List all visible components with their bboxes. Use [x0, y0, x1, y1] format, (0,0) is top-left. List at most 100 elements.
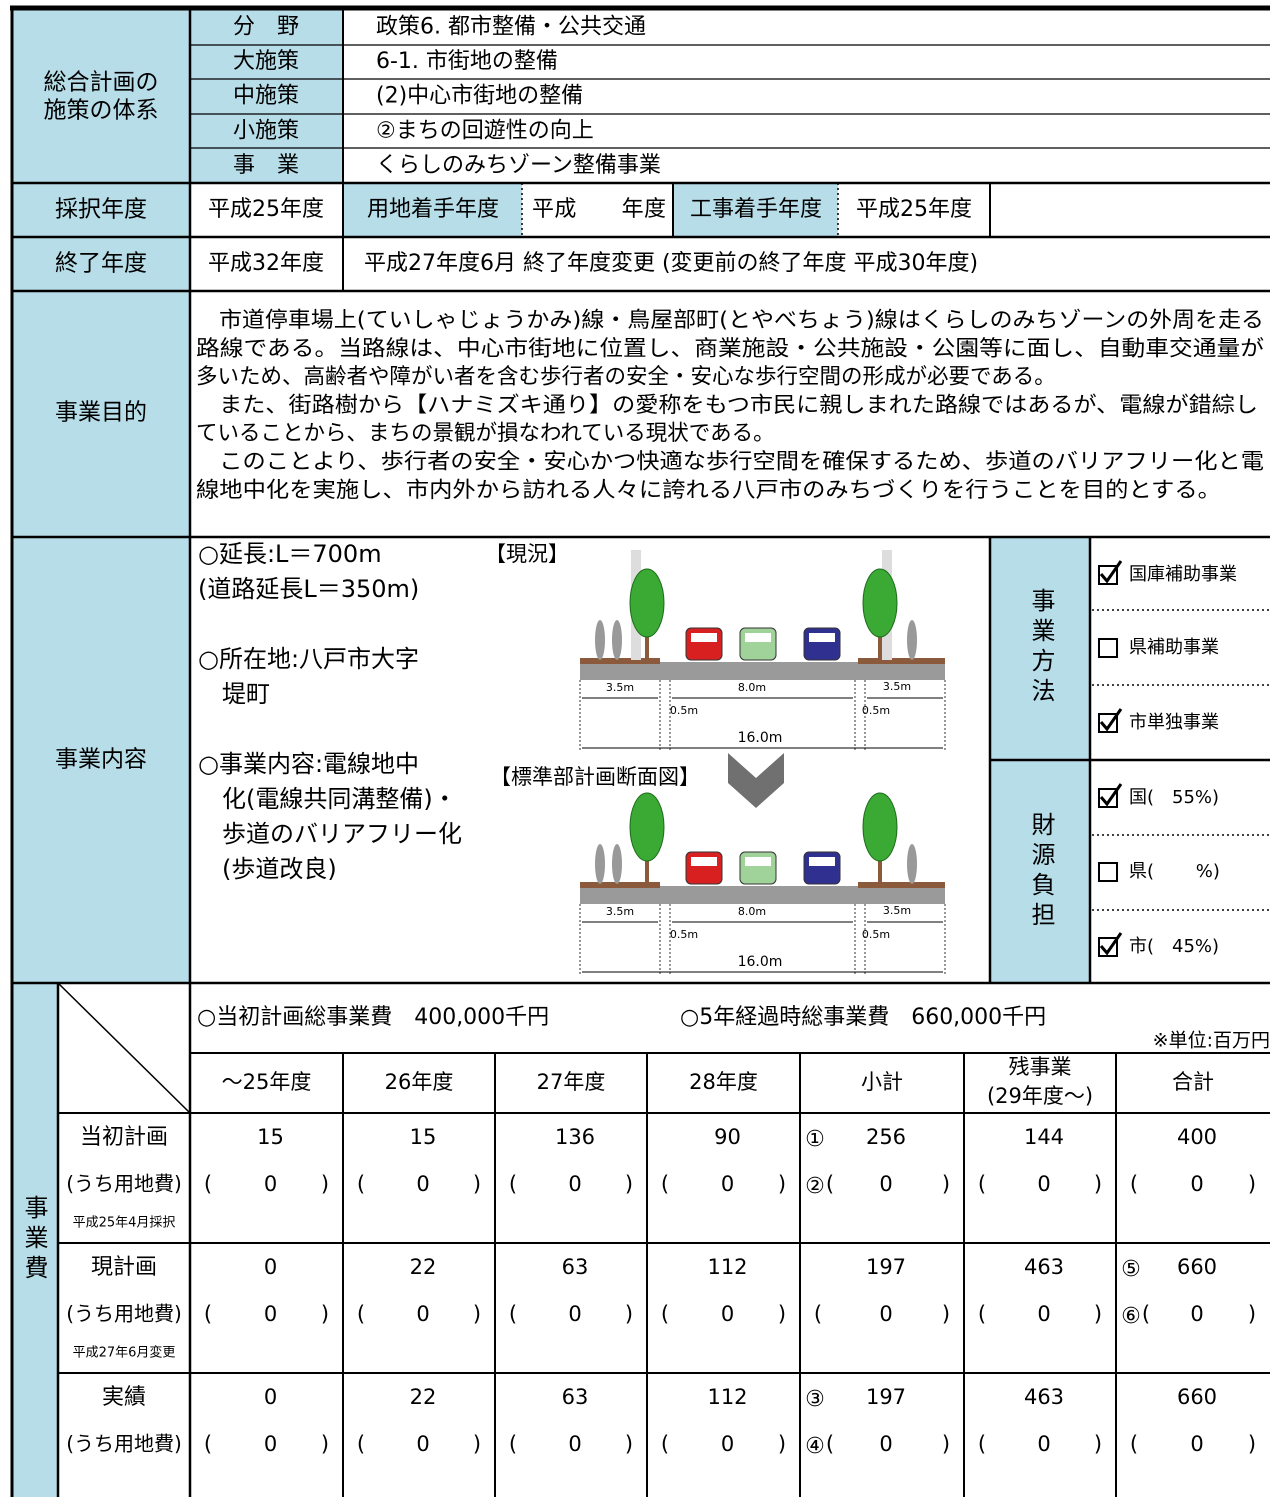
label-cell	[343, 183, 522, 237]
paren: (	[978, 1172, 986, 1196]
row-note: 平成25年4月採択	[73, 1216, 176, 1231]
total-note: ○5年経過時総事業費 660,000千円	[680, 1005, 1046, 1030]
paren: (	[357, 1172, 365, 1196]
marker: ③	[805, 1387, 825, 1412]
row-label: 実績	[102, 1385, 146, 1410]
person	[595, 844, 605, 884]
paren: )	[942, 1302, 950, 1326]
paragraph-line: 多いため、高齢者や障がい者を含む歩行者の安全・安心な歩行空間の形成が必要である。	[196, 365, 1056, 390]
paren: )	[942, 1172, 950, 1196]
dimension-label: 3.5m	[883, 904, 911, 917]
label-cell	[12, 983, 58, 1497]
paren: )	[321, 1302, 329, 1326]
label-cell	[12, 237, 190, 291]
car	[685, 851, 723, 885]
column-header: 26年度	[385, 1070, 454, 1094]
land-value: 0	[568, 1172, 581, 1196]
section-label: 事業目的	[55, 400, 147, 426]
row-sublabel: (うち用地費)	[66, 1432, 182, 1456]
row-value: ②まちの回遊性の向上	[376, 118, 594, 143]
content-item: 歩道のバリアフリー化	[198, 820, 462, 848]
car-window	[691, 857, 717, 866]
paragraph-line: 線地中化を実施し、市内外から訪れる人々に誇れる八戸市のみちづくりを行うことを目的…	[196, 478, 1221, 503]
paren: )	[473, 1302, 481, 1326]
land-value: 0	[416, 1302, 429, 1326]
cost-value: 112	[707, 1255, 747, 1279]
paren: )	[625, 1172, 633, 1196]
car-window	[745, 633, 771, 642]
cost-value: 90	[714, 1125, 741, 1149]
car-window	[809, 857, 835, 866]
land-value: 0	[264, 1432, 277, 1456]
cost-value: 197	[866, 1255, 906, 1279]
paren: (	[1130, 1432, 1138, 1456]
label-cell	[12, 10, 190, 183]
cost-value: 22	[410, 1385, 437, 1409]
dimension-label: 16.0m	[738, 954, 783, 970]
row-value: 6-1. 市街地の整備	[376, 49, 558, 74]
marker: ⑥	[1121, 1304, 1141, 1329]
column-header: 28年度	[689, 1070, 758, 1094]
car	[685, 627, 723, 661]
sidewalk	[858, 882, 945, 888]
paragraph-line: また、街路樹から【ハナミズキ通り】の愛称をもつ市民に親しまれた路線ではあるが、電…	[196, 393, 1258, 418]
checkbox	[1098, 713, 1118, 733]
paren: (	[978, 1432, 986, 1456]
row-label: 当初計画	[80, 1125, 168, 1150]
land-value: 0	[568, 1302, 581, 1326]
sidewalk	[580, 658, 660, 664]
road	[580, 886, 945, 904]
cost-value: 15	[257, 1125, 284, 1149]
car-window	[809, 633, 835, 642]
content-item: ○事業内容:電線地中	[198, 750, 419, 778]
content-item: (歩道改良)	[198, 855, 337, 883]
row-label: 現計画	[91, 1255, 157, 1280]
cell-value: 平成25年度	[208, 197, 324, 222]
tree	[862, 568, 898, 638]
person	[612, 620, 622, 660]
paren: )	[942, 1432, 950, 1456]
paren: (	[661, 1172, 669, 1196]
marker: ⑤	[1121, 1257, 1141, 1282]
cost-value: 144	[1024, 1125, 1064, 1149]
content-item: ○延長:L＝700m	[198, 540, 382, 568]
dimension-label: 0.5m	[670, 928, 698, 941]
option-label: 県( %)	[1129, 861, 1220, 882]
paren: )	[473, 1172, 481, 1196]
land-value: 0	[1190, 1432, 1203, 1456]
content-item: (道路延長L＝350m)	[198, 575, 419, 603]
person	[595, 620, 605, 660]
person	[907, 620, 917, 660]
marker: ②	[805, 1174, 825, 1199]
paren: (	[509, 1172, 517, 1196]
dimension-label: 16.0m	[738, 730, 783, 746]
label-cell	[673, 183, 838, 237]
option-label: 国( 55%)	[1129, 787, 1219, 808]
label-cell	[12, 183, 190, 237]
paren: )	[1094, 1432, 1102, 1456]
car-window	[745, 857, 771, 866]
arrow	[728, 753, 784, 808]
paragraph-line: このことより、歩行者の安全・安心かつ快適な歩行空間を確保するため、歩道のバリアフ…	[196, 450, 1264, 475]
vertical-label: 事業方法	[1027, 588, 1055, 708]
land-value: 0	[1037, 1302, 1050, 1326]
dimension-label: 0.5m	[862, 704, 890, 717]
land-value: 0	[879, 1172, 892, 1196]
row-key: 中施策	[233, 84, 299, 109]
paren: )	[1248, 1302, 1256, 1326]
paren: )	[321, 1432, 329, 1456]
cost-value: 112	[707, 1385, 747, 1409]
checkbox	[1098, 862, 1118, 882]
land-value: 0	[1190, 1172, 1203, 1196]
dimension-label: 3.5m	[606, 905, 634, 918]
paren: (	[826, 1172, 834, 1196]
row-sublabel: (うち用地費)	[66, 1302, 182, 1326]
option-label: 市単独事業	[1129, 712, 1219, 733]
paren: )	[473, 1432, 481, 1456]
person	[907, 844, 917, 884]
cost-value: 136	[555, 1125, 595, 1149]
cell-label: 用地着手年度	[367, 197, 499, 222]
diagram-caption: 【標準部計画断面図】	[490, 765, 700, 789]
label-cell	[190, 10, 343, 183]
